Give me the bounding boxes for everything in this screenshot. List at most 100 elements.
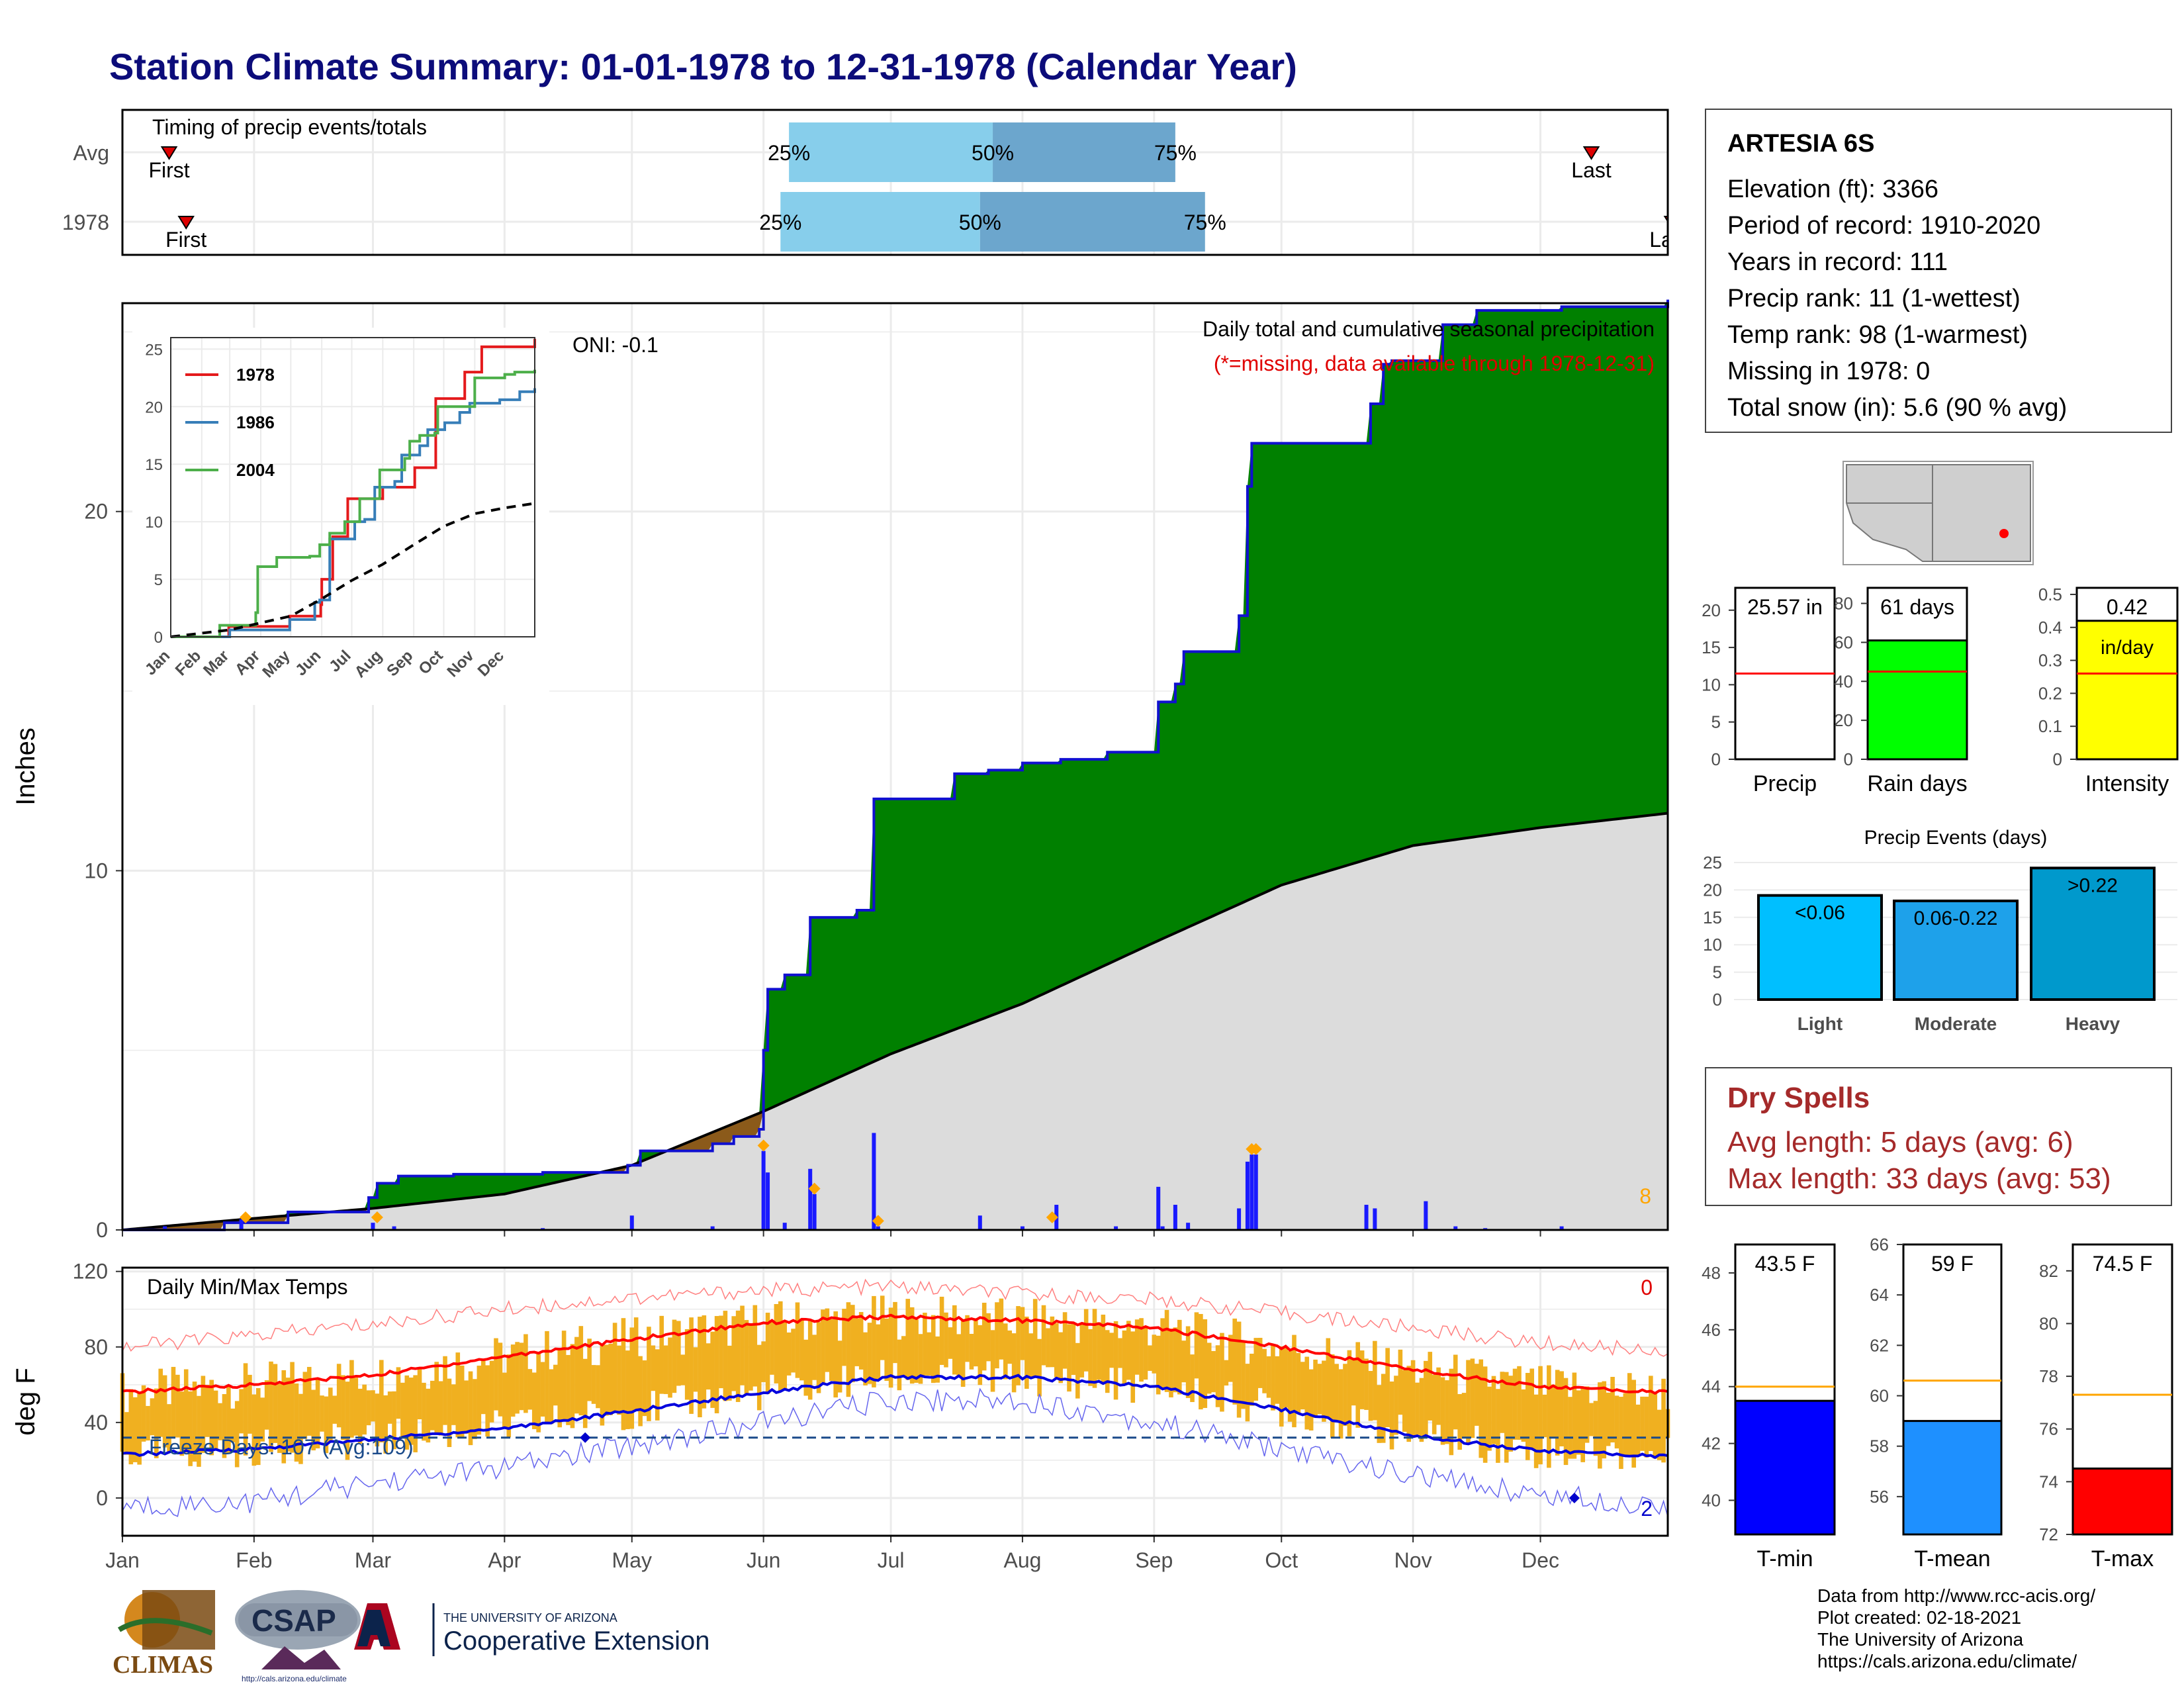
precip-daily-bar (163, 1226, 167, 1230)
temp-daily-bar (353, 1378, 359, 1436)
csap-logo-text: CSAP (251, 1603, 336, 1638)
precip-daily-bar (239, 1219, 244, 1230)
temp-daily-bar (702, 1315, 707, 1409)
temp-daily-bar (158, 1368, 163, 1437)
temp-daily-bar (1572, 1372, 1577, 1459)
temp-daily-bar (1308, 1369, 1314, 1430)
precip-ytick-label: 0 (96, 1218, 108, 1242)
temp-daily-bar (1300, 1362, 1305, 1410)
temp-daily-bar (251, 1394, 257, 1466)
summary-ytick-label: 66 (1870, 1235, 1889, 1254)
summary-ytick-label: 60 (1870, 1386, 1889, 1406)
precip-daily-bar (1020, 1226, 1024, 1230)
events-title: Precip Events (days) (1864, 827, 2048, 849)
temp-daily-bar (735, 1310, 741, 1402)
temp-daily-bar (154, 1388, 159, 1458)
temp-daily-bar (986, 1313, 991, 1362)
temp-daily-bar (719, 1315, 723, 1389)
precip-ylabel: Inches (11, 727, 40, 806)
temp-daily-bar (1373, 1340, 1377, 1421)
summary-ytick-label: 0 (1844, 749, 1853, 769)
temp-daily-bar (294, 1383, 299, 1462)
temp-daily-bar (1313, 1359, 1318, 1419)
temp-daily-bar (1164, 1309, 1169, 1392)
temp-daily-bar (1003, 1323, 1008, 1380)
temp-daily-bar (1449, 1368, 1454, 1456)
temp-daily-bar (1088, 1329, 1093, 1386)
events-ytick-label: 15 (1703, 908, 1722, 927)
station-name: ARTESIA 6S (1727, 130, 1875, 158)
temp-daily-bar (545, 1331, 549, 1424)
temp-marker (1569, 1492, 1580, 1503)
station-missing: Missing in 1978: 0 (1727, 357, 1931, 385)
ua-logo-small-text: THE UNIVERSITY OF ARIZONA (443, 1611, 617, 1624)
temp-daily-bar (1028, 1333, 1034, 1378)
temp-daily-bar (510, 1344, 516, 1417)
credit-data-source: Data from http://www.rcc-acis.org/ (1817, 1585, 2096, 1606)
timing-pct-label: 50% (959, 211, 1001, 234)
temp-daily-bar (1619, 1397, 1623, 1470)
temp-daily-bar (612, 1323, 617, 1413)
temp-daily-bar (362, 1384, 367, 1435)
temp-daily-bar (837, 1340, 842, 1393)
temp-daily-bar (642, 1360, 647, 1417)
credit-university: The University of Arizona (1817, 1629, 2024, 1650)
ua-logo-big-text: Cooperative Extension (443, 1626, 709, 1656)
temp-daily-bar (1152, 1335, 1157, 1374)
temp-daily-bar (201, 1376, 206, 1453)
temp-daily-bar (549, 1369, 554, 1425)
precip-daily-bar (1245, 1161, 1250, 1230)
temp-daily-bar (1190, 1354, 1195, 1403)
temp-daily-bar (1062, 1312, 1068, 1369)
timing-row-label: 1978 (62, 211, 109, 234)
temp-daily-bar (175, 1374, 180, 1438)
summary-ytick-label: 78 (2039, 1366, 2058, 1386)
dry-spells-max: Max length: 33 days (avg: 53) (1727, 1162, 2111, 1195)
temp-daily-bar (498, 1342, 503, 1417)
temp-daily-bar (1529, 1368, 1535, 1449)
temp-daily-bar (578, 1326, 584, 1416)
temp-daily-bar (1657, 1409, 1662, 1460)
temp-daily-bar (1228, 1335, 1233, 1382)
timing-pct-label: 75% (1154, 141, 1197, 165)
temp-ylabel: deg F (11, 1368, 40, 1435)
precip-daily-bar (1373, 1208, 1377, 1230)
temp-daily-bar (774, 1303, 779, 1383)
inset-ytick-label: 25 (145, 341, 163, 359)
temp-daily-bar (302, 1372, 308, 1439)
temp-daily-bar (807, 1319, 813, 1400)
precip-daily-bar (1186, 1223, 1191, 1230)
temp-daily-bar (557, 1349, 563, 1428)
temp-daily-bar (455, 1352, 461, 1438)
temp-daily-bar (1547, 1365, 1551, 1468)
summary-ytick-label: 40 (1834, 671, 1853, 691)
summary-ytick-label: 0.1 (2038, 716, 2062, 736)
temp-daily-bar (179, 1391, 185, 1456)
temp-daily-bar (1241, 1342, 1246, 1409)
summary-category-label: T-max (2091, 1546, 2154, 1571)
temp-daily-bar (183, 1369, 189, 1453)
temp-daily-bar (1355, 1342, 1361, 1428)
climas-logo-text: CLIMAS (113, 1651, 213, 1679)
temp-daily-bar (931, 1315, 936, 1383)
events-bar-label: <0.06 (1795, 902, 1845, 924)
temp-daily-bar (1338, 1369, 1343, 1439)
temp-daily-bar (1250, 1353, 1254, 1406)
temp-daily-bar (731, 1316, 737, 1391)
temp-daily-bar (515, 1342, 520, 1414)
temp-daily-bar (1007, 1330, 1013, 1364)
temp-daily-bar (901, 1336, 906, 1376)
temp-daily-bar (752, 1305, 758, 1387)
temp-daily-bar (786, 1332, 792, 1376)
summary-ytick-label: 80 (2039, 1313, 2058, 1333)
temp-daily-bar (1415, 1382, 1420, 1435)
events-bar-label: 0.06-0.22 (1914, 908, 1998, 929)
events-ytick-label: 25 (1703, 853, 1722, 872)
temp-daily-bar (600, 1343, 605, 1426)
inset-ytick-label: 15 (145, 456, 163, 474)
summary-ytick-label: 40 (1702, 1490, 1721, 1510)
temp-daily-bar (1317, 1364, 1322, 1415)
summary-bar (1866, 639, 1968, 761)
csap-logo-url: http://cals.arizona.edu/climate (242, 1674, 347, 1683)
logos: CLIMAS CSAP http://cals.arizona.edu/clim… (113, 1590, 709, 1683)
